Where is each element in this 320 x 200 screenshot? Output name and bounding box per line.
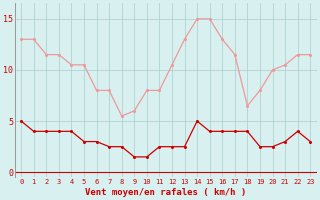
X-axis label: Vent moyen/en rafales ( km/h ): Vent moyen/en rafales ( km/h )	[85, 188, 246, 197]
